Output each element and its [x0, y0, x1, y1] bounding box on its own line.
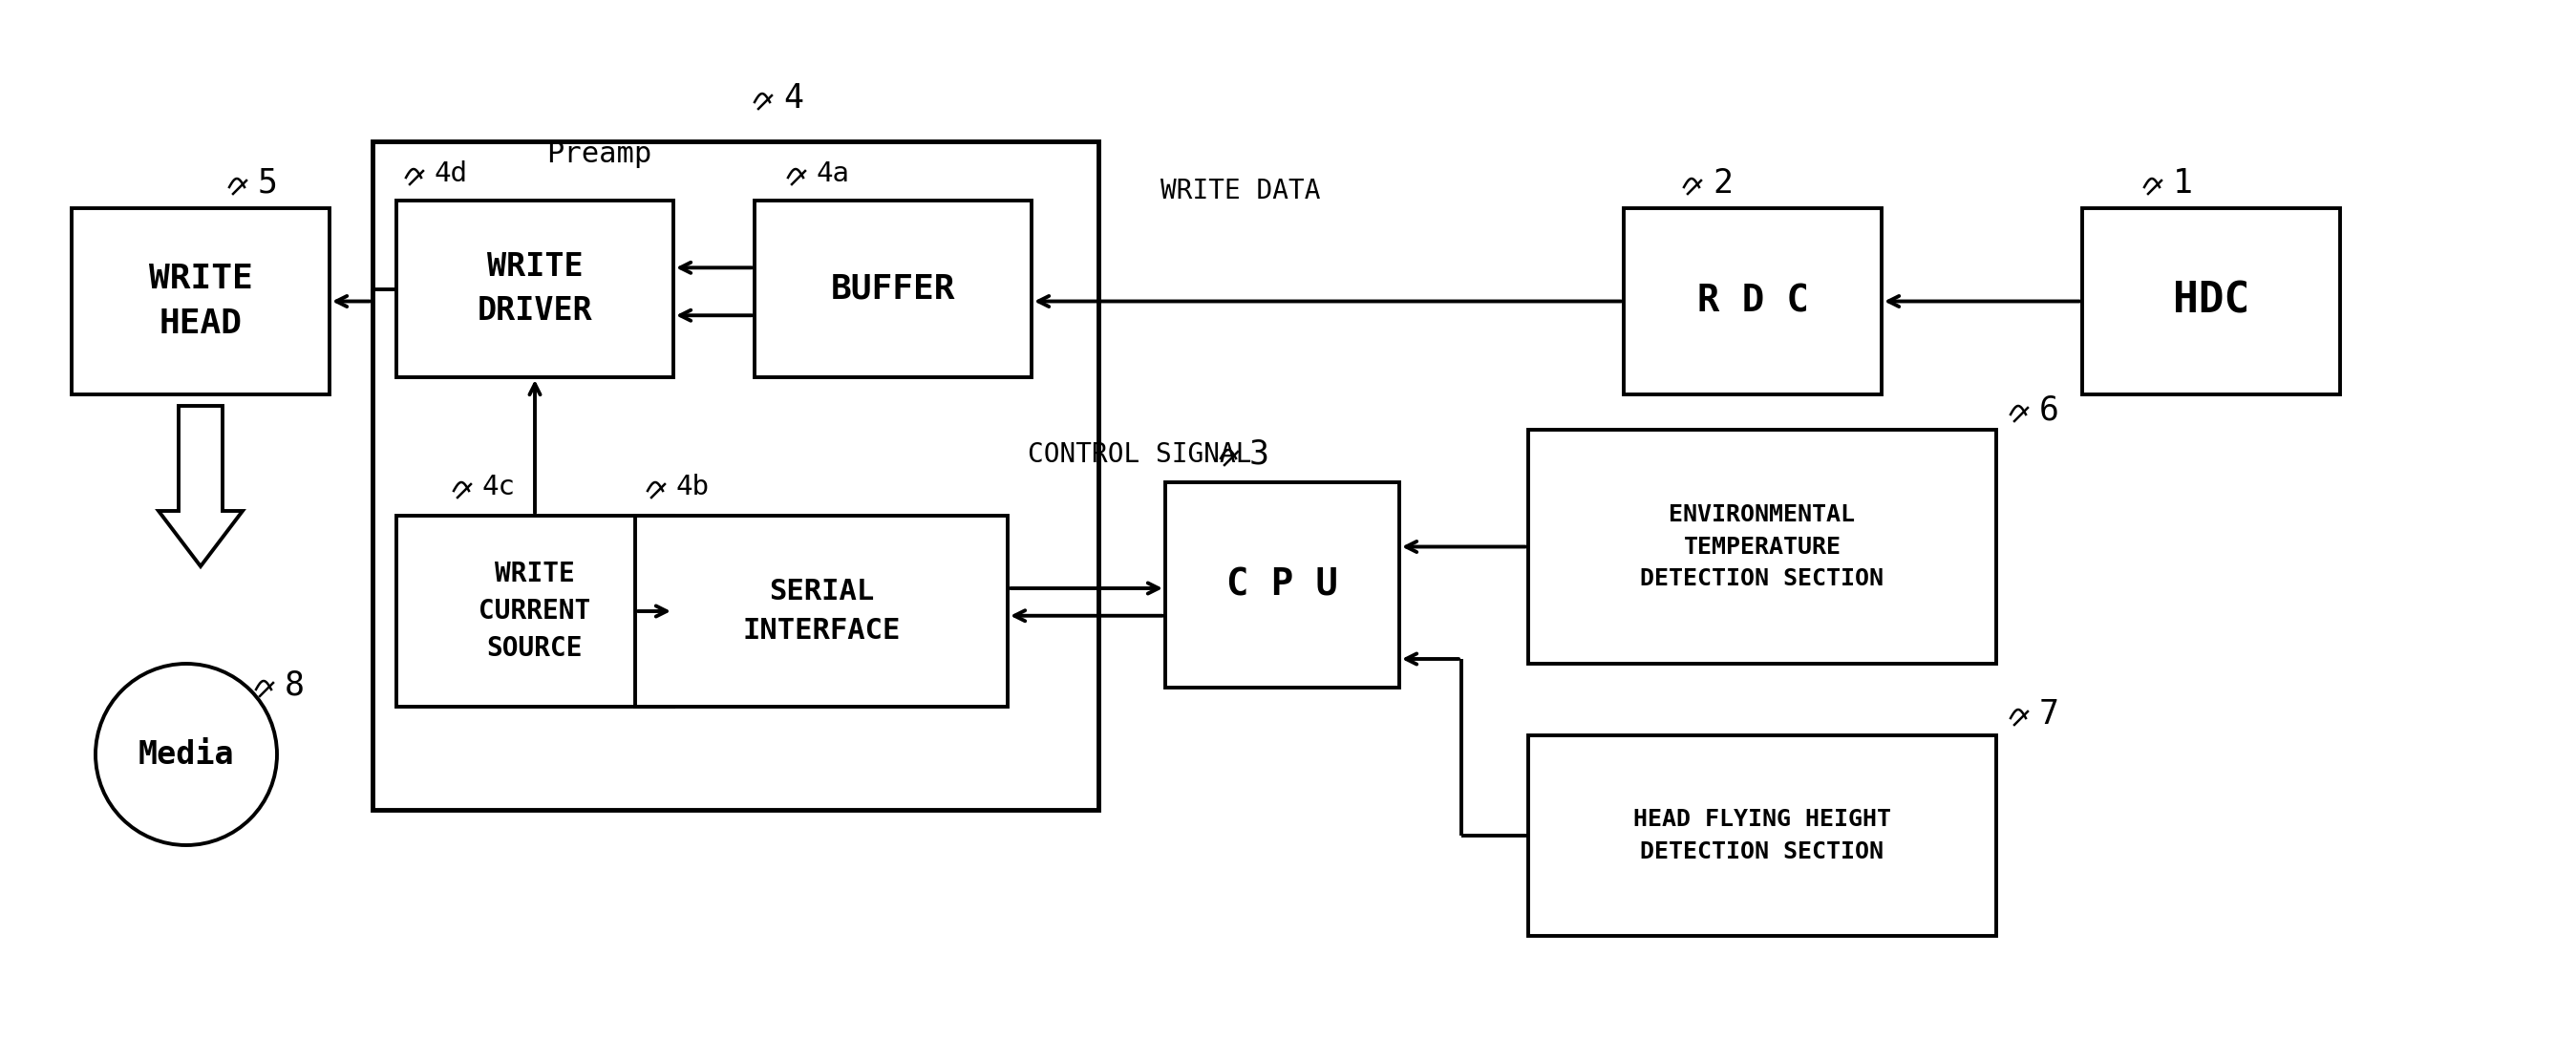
Text: C P U: C P U — [1226, 567, 1337, 603]
Polygon shape — [160, 406, 242, 567]
Bar — [1528, 430, 1996, 664]
Text: 1: 1 — [2174, 168, 2192, 199]
Text: R D C: R D C — [1698, 283, 1808, 319]
Text: CONTROL SIGNAL: CONTROL SIGNAL — [1028, 441, 1252, 468]
Text: 4: 4 — [783, 82, 804, 115]
Text: BUFFER: BUFFER — [829, 273, 956, 306]
Bar — [397, 201, 672, 378]
Text: 2: 2 — [1713, 168, 1734, 199]
Text: 4a: 4a — [817, 160, 850, 187]
Bar — [1623, 208, 1880, 395]
Text: 7: 7 — [2040, 698, 2058, 731]
Bar — [1528, 735, 1996, 936]
Text: Preamp: Preamp — [546, 141, 652, 169]
Text: WRITE
HEAD: WRITE HEAD — [149, 262, 252, 341]
Text: ENVIRONMENTAL
TEMPERATURE
DETECTION SECTION: ENVIRONMENTAL TEMPERATURE DETECTION SECT… — [1641, 503, 1883, 590]
Text: 6: 6 — [2040, 395, 2058, 427]
Bar — [755, 201, 1030, 378]
Bar — [1164, 483, 1399, 688]
Text: WRITE
DRIVER: WRITE DRIVER — [477, 251, 592, 327]
Bar — [374, 141, 1097, 810]
Bar — [72, 208, 330, 395]
Text: 3: 3 — [1249, 438, 1270, 471]
Text: WRITE DATA: WRITE DATA — [1162, 177, 1321, 205]
Text: 4d: 4d — [435, 160, 469, 187]
Text: SERIAL
INTERFACE: SERIAL INTERFACE — [742, 578, 902, 644]
Text: 4b: 4b — [677, 473, 708, 501]
Bar — [2081, 208, 2339, 395]
Text: 4c: 4c — [482, 473, 515, 501]
Bar — [397, 516, 672, 707]
Text: 5: 5 — [258, 168, 278, 199]
Bar — [636, 516, 1007, 707]
Text: WRITE
CURRENT
SOURCE: WRITE CURRENT SOURCE — [479, 560, 590, 662]
Circle shape — [95, 664, 278, 846]
Text: Media: Media — [139, 738, 234, 770]
Text: 8: 8 — [283, 669, 304, 702]
Text: HEAD FLYING HEIGHT
DETECTION SECTION: HEAD FLYING HEIGHT DETECTION SECTION — [1633, 808, 1891, 863]
Text: HDC: HDC — [2172, 281, 2249, 321]
